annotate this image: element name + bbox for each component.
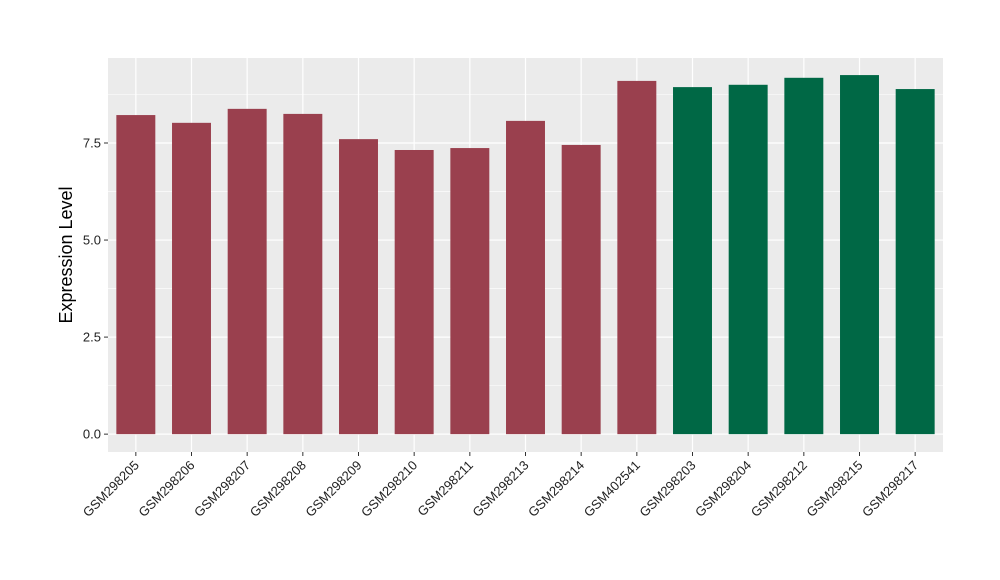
x-tick-label: GSM298204 — [692, 458, 754, 520]
y-tick-label: 0.0 — [83, 427, 101, 442]
bar — [450, 148, 490, 435]
x-tick-label: GSM298211 — [414, 458, 476, 520]
x-tick-label: GSM298208 — [247, 458, 309, 520]
bar — [840, 75, 879, 435]
x-tick-label: GSM298205 — [80, 458, 142, 520]
bar — [394, 149, 434, 435]
y-tick-label: 7.5 — [83, 136, 101, 151]
bar — [116, 115, 156, 435]
x-tick-label: GSM298209 — [302, 458, 364, 520]
y-tick-label: 5.0 — [83, 233, 101, 248]
x-tick-label: GSM298213 — [469, 458, 531, 520]
y-tick-label: 2.5 — [83, 330, 101, 345]
x-tick-label: GSM298214 — [525, 458, 587, 520]
bar — [339, 139, 378, 435]
bar — [227, 108, 267, 435]
y-axis-title: Expression Level — [56, 186, 76, 323]
x-tick-label: GSM298212 — [748, 458, 810, 520]
x-tick-label: GSM298207 — [191, 458, 253, 520]
x-tick-label: GSM298203 — [636, 458, 698, 520]
x-tick-label: GSM298206 — [135, 458, 197, 520]
bar — [617, 80, 657, 435]
bar — [561, 144, 601, 435]
bar — [728, 84, 768, 435]
bar — [283, 113, 323, 435]
x-tick-label: GSM298217 — [859, 458, 921, 520]
bar — [673, 87, 712, 435]
x-tick-label: GSM298215 — [803, 458, 865, 520]
x-tick-label: GSM298210 — [358, 458, 420, 520]
bar — [784, 77, 824, 435]
bar — [506, 120, 545, 435]
x-tick-label: GSM402541 — [581, 458, 643, 520]
bar — [895, 89, 935, 435]
bar — [172, 122, 211, 435]
